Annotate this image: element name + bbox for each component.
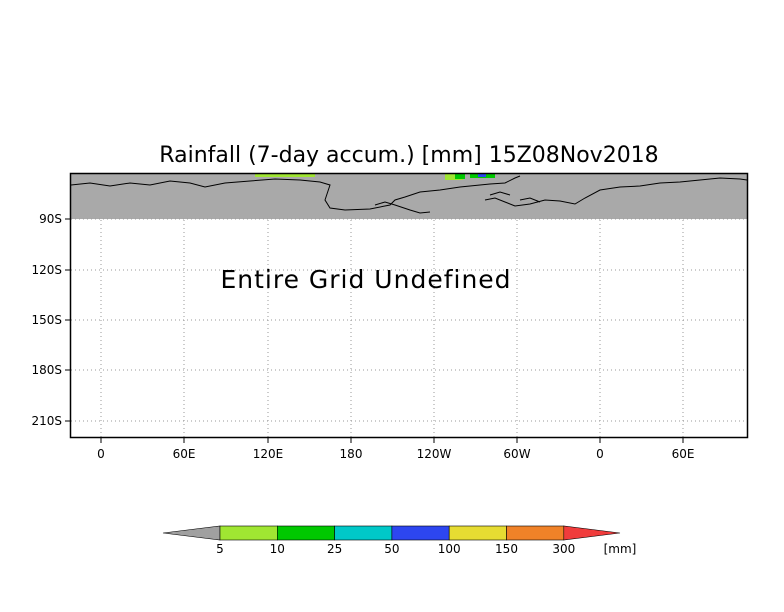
x-tick-label: 60W (503, 447, 530, 461)
x-tick-label: 120W (417, 447, 452, 461)
colorbar-arrow-high (563, 525, 621, 541)
rainfall-patch (455, 174, 465, 179)
colorbar-label: 5 (216, 542, 224, 556)
colorbar-unit: [mm] (604, 542, 637, 556)
x-tick-label: 60E (173, 447, 196, 461)
rainfall-patch (445, 174, 463, 180)
colorbar-label: 150 (495, 542, 518, 556)
y-tick-label: 150S (31, 313, 62, 327)
rainfall-patch (478, 174, 486, 177)
colorbar-segment (506, 525, 565, 541)
x-tick-label: 0 (596, 447, 604, 461)
x-tick-label: 0 (97, 447, 105, 461)
colorbar-arrow-low (162, 525, 221, 541)
axis-ticks: 90S 120S 150S 180S 210S 0 60E 120E 180 120W 60W 0 60… (31, 212, 694, 461)
colorbar-segment (276, 525, 335, 541)
map-frame (69, 172, 749, 439)
antarctic-peninsula-coastline (484, 177, 748, 207)
y-tick-label: 210S (31, 414, 62, 428)
colorbar-label: 100 (438, 542, 461, 556)
x-tick-label: 120E (253, 447, 284, 461)
colorbar-segment (219, 525, 278, 541)
graticule (71, 218, 747, 437)
chart-title: Rainfall (7-day accum.) [mm] 15Z08Nov201… (159, 143, 658, 168)
x-tick-label: 180 (340, 447, 363, 461)
undefined-grid-message: Entire Grid Undefined (220, 265, 511, 294)
colorbar-label: 25 (327, 542, 342, 556)
colorbar-label: 50 (384, 542, 399, 556)
colorbar: 5 10 25 50 100 150 300 [mm] (162, 525, 637, 556)
colorbar-segment (448, 525, 507, 541)
rainfall-patch (255, 174, 315, 177)
undefined-data-band (71, 174, 747, 219)
ice-shelf-outline (374, 191, 541, 214)
antarctica-coastline (70, 175, 521, 211)
y-tick-label: 90S (39, 212, 62, 226)
colorbar-segment (391, 525, 450, 541)
y-tick-label: 120S (31, 263, 62, 277)
colorbar-label: 10 (270, 542, 285, 556)
x-tick-label: 60E (672, 447, 695, 461)
colorbar-segment (334, 525, 393, 541)
colorbar-label: 300 (552, 542, 575, 556)
y-tick-label: 180S (31, 363, 62, 377)
